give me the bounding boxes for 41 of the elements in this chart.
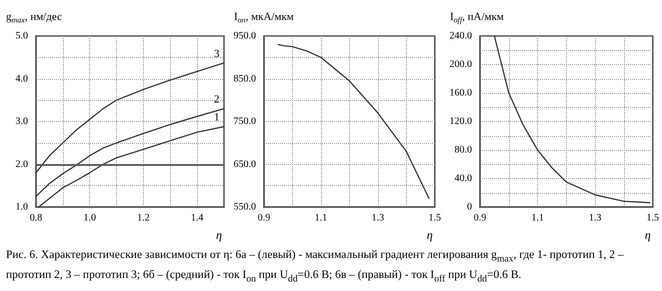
x-axis-title: η (426, 228, 433, 242)
x-tick-label: 0.9 (258, 212, 270, 224)
line-series (35, 108, 225, 197)
x-axis-title: η (216, 228, 222, 242)
y-tick-label: 120.0 (450, 116, 472, 127)
x-tick-label: 1.4 (190, 212, 204, 224)
text: Рис. 6. Характеристические зависимости от η: 6а – (левый) - максимальный градиент легирования g$_{max}$, где 1- прототип 1, 2 – прототип 2, 3 – прототип 3; 6б – (средний) - ток I$_{on}$ при U$_{dd}$=0.6 В; 6в – (правый) - ток I$_{off}$ при U$_{dd}$=0.6 В. (6, 249, 624, 285)
x-tick-label: 1.0 (83, 212, 96, 224)
y-tick-label: 4.0 (16, 73, 28, 84)
y-tick-label: 0 (467, 202, 472, 212)
x-tick-label: 1.2 (137, 212, 150, 224)
y-tick-label: 750.0 (234, 116, 256, 127)
x-tick-label: 0.8 (30, 212, 42, 224)
series-label: 2 (214, 94, 220, 106)
y-tick-label: 1.0 (16, 202, 28, 212)
x-tick-label: 1.3 (588, 212, 602, 224)
line-series (35, 62, 225, 174)
y-tick-label: 160.0 (450, 88, 472, 98)
y-tick-label: 3.0 (16, 116, 28, 127)
y-tick-label: 550.0 (234, 202, 256, 212)
y-tick-label: 80.0 (454, 144, 472, 156)
line-series (278, 44, 430, 200)
y-tick-label: 240.0 (450, 30, 472, 42)
y-tick-label: 40.0 (454, 173, 472, 184)
y-tick-label: 950.0 (234, 30, 256, 42)
y-tick-label: 5.0 (16, 30, 28, 42)
y-tick-label: 850.0 (234, 73, 256, 84)
y-tick-label: 2.0 (16, 158, 28, 170)
x-tick-label: 1.3 (372, 212, 384, 224)
series-label: 1 (214, 112, 220, 124)
x-axis-title: η (644, 228, 651, 242)
line-series (38, 126, 225, 208)
x-tick-label: 0.9 (474, 212, 486, 224)
y-tick-label: 200.0 (450, 59, 472, 70)
x-tick-label: 1.5 (646, 212, 659, 224)
x-tick-label: 1.1 (531, 212, 544, 224)
y-tick-label: 650.0 (234, 158, 256, 170)
x-tick-label: 1.5 (428, 212, 441, 224)
x-tick-label: 1.1 (314, 212, 328, 224)
line-series (494, 35, 650, 204)
series-label: 3 (214, 48, 220, 60)
